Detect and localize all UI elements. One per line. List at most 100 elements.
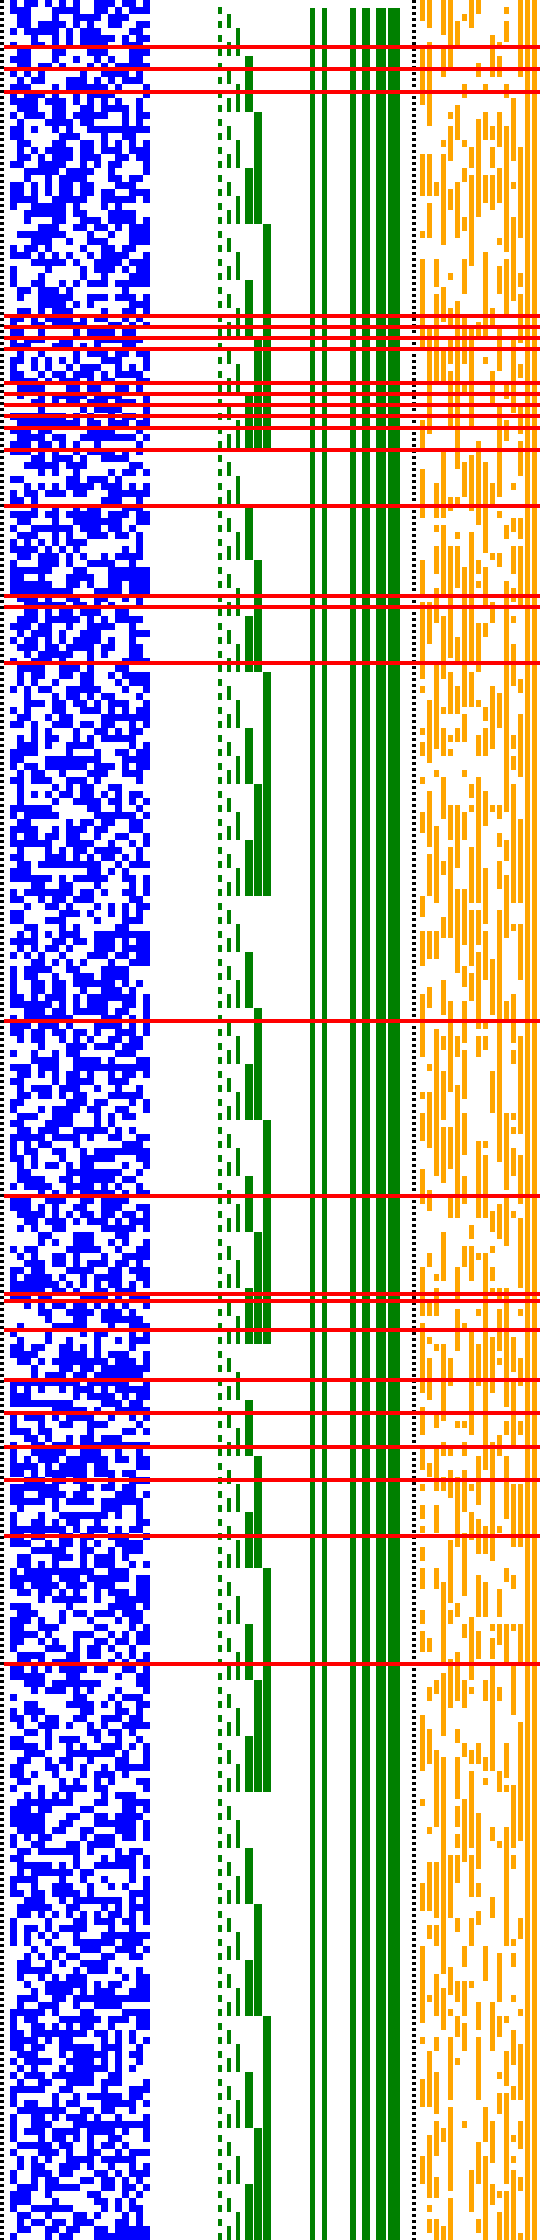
trail-row [448, 2114, 537, 2121]
tree-segment [227, 665, 231, 672]
separator-dot [412, 1560, 416, 1563]
separator-dot [412, 1368, 416, 1371]
tree-segment [245, 2009, 253, 2016]
cell-row [17, 147, 150, 154]
tree-segment [236, 1337, 240, 1344]
cell-row [24, 217, 150, 224]
tree-segment [218, 791, 222, 798]
tree-segment [254, 819, 262, 826]
trail-row [448, 1211, 537, 1218]
tree-segment [254, 2149, 262, 2156]
separator-dot [412, 1074, 416, 1077]
separator-dot [0, 2226, 4, 2229]
separator-dot [0, 954, 4, 957]
separator-dot [0, 444, 4, 447]
tree-segment [236, 2177, 240, 2184]
tree-segment [263, 1589, 271, 1596]
tree-segment [218, 567, 222, 574]
separator-dot [0, 342, 4, 345]
trail-row [434, 1785, 537, 1792]
tree-segment [263, 1176, 271, 1183]
separator-dot [412, 360, 416, 363]
tree-segment [218, 91, 222, 98]
separator-dot [412, 1938, 416, 1941]
separator-dot [0, 1170, 4, 1173]
trail-row [420, 637, 537, 644]
tree-segment [245, 420, 253, 427]
highlight-row [4, 1292, 540, 1296]
tree-segment [218, 1743, 222, 1750]
tree-segment [245, 280, 253, 287]
cell-row [10, 1029, 150, 1036]
separator-dot [0, 42, 4, 45]
trail-row [420, 665, 537, 672]
tree-segment [218, 329, 222, 336]
tree-segment [227, 2205, 231, 2212]
trail-row [420, 1386, 537, 1393]
separator-dot [412, 1998, 416, 2001]
tree-segment [236, 756, 240, 763]
trail-row [420, 630, 537, 637]
tree-segment [245, 511, 253, 518]
separator-dot [412, 1530, 416, 1533]
separator-dot [0, 78, 4, 81]
cell-row [10, 896, 143, 903]
separator-dot [0, 1014, 4, 1017]
tree-segment [236, 1827, 240, 1834]
trail-row [420, 1022, 537, 1029]
tree-segment [254, 1995, 262, 2002]
separator-dot [0, 834, 4, 837]
cell-row [10, 2016, 150, 2023]
tree-segment [236, 1260, 240, 1267]
separator-dot [412, 1398, 416, 1401]
separator-dot [0, 1416, 4, 1419]
separator-dot [412, 120, 416, 123]
tree-segment [218, 2191, 222, 2198]
tree-segment [218, 763, 222, 770]
cell-row [10, 1148, 150, 1155]
separator-dot [412, 1146, 416, 1149]
tree-segment [218, 2093, 222, 2100]
separator-dot [412, 570, 416, 573]
tree-segment [236, 1561, 240, 1568]
tree-segment [254, 2135, 262, 2142]
tree-segment [218, 1729, 222, 1736]
tree-segment [263, 1316, 271, 1323]
tree-segment [236, 1001, 240, 1008]
trail-row [427, 756, 537, 763]
tree-segment [245, 1092, 253, 1099]
tree-segment [245, 1757, 253, 1764]
separator-dot [0, 402, 4, 405]
cell-row [10, 1099, 150, 1106]
tree-segment [227, 1274, 231, 1281]
separator-dot [0, 654, 4, 657]
cell-row [10, 1456, 150, 1463]
highlight-row [4, 414, 540, 418]
tree-segment [218, 1281, 222, 1288]
trail-row [455, 1498, 537, 1505]
separator-dot [0, 2214, 4, 2217]
tree-segment [236, 441, 240, 448]
separator-dot [412, 1782, 416, 1785]
tree-segment [245, 1743, 253, 1750]
cell-row [10, 1519, 150, 1526]
separator-dot [412, 1566, 416, 1569]
tree-segment [263, 2191, 271, 2198]
separator-dot [0, 168, 4, 171]
separator-dot [0, 750, 4, 753]
separator-dot [412, 150, 416, 153]
separator-dot [0, 1230, 4, 1233]
cell-row [17, 1848, 143, 1855]
cell-row [10, 1932, 150, 1939]
tree-segment [227, 2149, 231, 2156]
tree-segment [218, 357, 222, 364]
separator-dot [412, 816, 416, 819]
separator-dot [0, 1512, 4, 1515]
tree-segment [245, 2219, 253, 2226]
separator-dot [412, 180, 416, 183]
cell-row [17, 1960, 108, 1967]
trail-row [427, 861, 537, 868]
tree-segment [227, 266, 231, 273]
separator-dot [0, 2208, 4, 2211]
trail-row [427, 1687, 537, 1694]
